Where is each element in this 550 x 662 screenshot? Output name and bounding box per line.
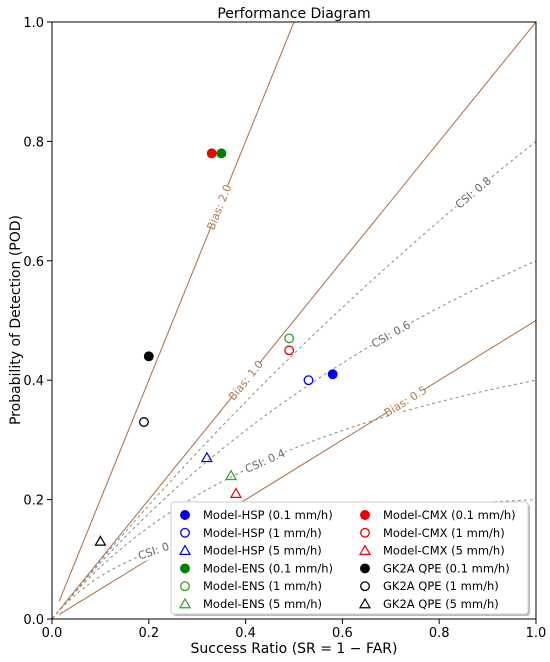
point-model-cmx-1-mm-h	[284, 345, 295, 356]
legend-label-model-ens-5-mm-h: Model-ENS (5 mm/h)	[203, 597, 322, 611]
bias-line-0-5	[58, 320, 536, 615]
legend-marker-gk2a-qpe-5-mm-h	[358, 597, 372, 609]
point-gk2a-qpe-0-1-mm-h	[143, 351, 154, 362]
point-model-hsp-0-1-mm-h	[327, 369, 338, 380]
y-tick-label: 0.2	[23, 494, 44, 509]
legend-label-model-ens-1-mm-h: Model-ENS (1 mm/h)	[203, 579, 322, 593]
bias-lines	[58, 22, 536, 615]
point-model-hsp-1-mm-h	[303, 375, 314, 386]
csi-contour-0-8	[52, 141, 536, 619]
point-model-ens-5-mm-h	[225, 469, 238, 481]
axes: 0.0 0.2 0.4 0.6 0.8 1.0 0.0 0.2 0.4 0.6 0.8 1.0	[23, 16, 546, 641]
x-tick-label: 0.2	[138, 626, 159, 641]
legend-label-model-cmx-0-1-mm-h: Model-CMX (0.1 mm/h)	[383, 508, 516, 522]
point-gk2a-qpe-1-mm-h	[139, 417, 149, 427]
data-points	[94, 148, 338, 546]
legend-marker-model-cmx-1-mm-h	[360, 527, 370, 538]
legend-marker-model-cmx-5-mm-h	[358, 544, 372, 555]
point-model-hsp-5-mm-h	[200, 451, 213, 463]
y-tick-label: 0.6	[23, 255, 44, 270]
bias-label-bg	[225, 358, 265, 402]
legend-marker-model-ens-5-mm-h	[178, 597, 192, 609]
csi-contours	[52, 141, 536, 619]
legend-label-model-hsp-5-mm-h: Model-HSP (5 mm/h)	[203, 544, 322, 558]
legend-marker-gk2a-qpe-0-1-mm-h	[360, 563, 370, 574]
legend-label-model-hsp-0-1-mm-h: Model-HSP (0.1 mm/h)	[203, 508, 333, 522]
csi-label-bg	[451, 172, 495, 212]
legend-marker-gk2a-qpe-1-mm-h	[360, 581, 370, 592]
y-tick-label: 0.4	[23, 374, 44, 389]
legend-label-model-hsp-1-mm-h: Model-HSP (1 mm/h)	[203, 526, 322, 540]
bias-line-1	[58, 22, 536, 611]
bias-label-bg	[203, 183, 234, 231]
x-tick-label: 0.0	[42, 626, 63, 641]
point-model-ens-0-1-mm-h	[216, 148, 227, 159]
legend-marker-model-ens-1-mm-h	[180, 581, 190, 592]
legend-label-gk2a-qpe-1-mm-h: GK2A QPE (1 mm/h)	[383, 579, 499, 593]
legend-marker-model-hsp-0-1-mm-h	[180, 510, 190, 520]
point-model-cmx-0-1-mm-h	[206, 148, 217, 159]
legend-label-model-ens-0-1-mm-h: Model-ENS (0.1 mm/h)	[203, 561, 333, 575]
bias-label-bg	[382, 382, 428, 419]
x-tick-label: 0.8	[429, 626, 450, 641]
legend-label-gk2a-qpe-0-1-mm-h: GK2A QPE (0.1 mm/h)	[383, 561, 510, 575]
legend-box	[170, 501, 529, 615]
csi-label-bg	[241, 444, 288, 477]
x-axis-label: Success Ratio (SR = 1 − FAR)	[191, 641, 398, 657]
chart-title: Performance Diagram	[217, 6, 370, 22]
csi-label-bg	[135, 534, 182, 563]
legend-marker-model-hsp-5-mm-h	[178, 544, 192, 555]
legend-marker-model-ens-0-1-mm-h	[180, 563, 190, 574]
y-axis-label: Probability of Detection (POD)	[8, 215, 24, 425]
y-tick-label: 1.0	[23, 16, 44, 31]
x-tick-label: 0.6	[332, 626, 353, 641]
x-tick-label: 0.4	[235, 626, 256, 641]
bias-line-2	[58, 22, 295, 602]
csi-contour-0-6	[52, 260, 536, 619]
point-model-ens-1-mm-h	[284, 333, 295, 344]
legend-label-model-cmx-1-mm-h: Model-CMX (1 mm/h)	[383, 526, 505, 540]
point-model-cmx-5-mm-h	[229, 487, 242, 498]
legend-marker-model-cmx-0-1-mm-h	[360, 510, 370, 520]
legend-label-model-cmx-5-mm-h: Model-CMX (5 mm/h)	[383, 544, 505, 558]
csi-label-bg	[367, 316, 414, 352]
x-tick-label: 1.0	[526, 626, 547, 641]
y-tick-label: 0.0	[23, 613, 44, 628]
point-gk2a-qpe-5-mm-h	[94, 535, 107, 546]
legend: Model-HSP (0.1 mm/h) Model-HSP (1 mm/h) Mo…	[170, 501, 530, 616]
y-tick-label: 0.8	[23, 135, 44, 150]
legend-label-gk2a-qpe-5-mm-h: GK2A QPE (5 mm/h)	[383, 597, 499, 611]
plot-frame	[51, 21, 537, 620]
legend-marker-model-hsp-1-mm-h	[180, 527, 190, 538]
